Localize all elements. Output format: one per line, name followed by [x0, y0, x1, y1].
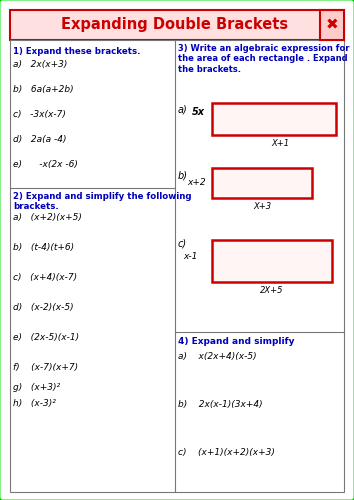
Bar: [212, 240, 332, 282]
Bar: [212, 168, 312, 198]
Text: h)   (x-3)²: h) (x-3)²: [13, 399, 56, 408]
Text: d)   (x-2)(x-5): d) (x-2)(x-5): [13, 303, 74, 312]
Text: a)   2x(x+3): a) 2x(x+3): [13, 60, 67, 69]
Text: c)    (x+1)(x+2)(x+3): c) (x+1)(x+2)(x+3): [178, 448, 275, 457]
Bar: [212, 103, 336, 135]
Text: 5x: 5x: [192, 107, 205, 117]
Text: g)   (x+3)²: g) (x+3)²: [13, 383, 60, 392]
Text: x+2: x+2: [187, 178, 206, 187]
Bar: [320, 10, 344, 40]
Text: 1) Expand these brackets.: 1) Expand these brackets.: [13, 47, 141, 56]
Text: c)   (x+4)(x-7): c) (x+4)(x-7): [13, 273, 77, 282]
Text: 3) Write an algebraic expression for
the area of each rectangle . Expand
the bra: 3) Write an algebraic expression for the…: [178, 44, 349, 74]
Text: 4) Expand and simplify: 4) Expand and simplify: [178, 337, 295, 346]
Text: b): b): [178, 170, 188, 180]
Text: e)   (2x-5)(x-1): e) (2x-5)(x-1): [13, 333, 79, 342]
Text: X+1: X+1: [271, 139, 289, 148]
Text: Expanding Double Brackets: Expanding Double Brackets: [62, 18, 289, 32]
Text: c): c): [178, 238, 187, 248]
Text: f)    (x-7)(x+7): f) (x-7)(x+7): [13, 363, 78, 372]
Text: a)   (x+2)(x+5): a) (x+2)(x+5): [13, 213, 82, 222]
Text: d)   2a(a -4): d) 2a(a -4): [13, 135, 67, 144]
Text: 2X+5: 2X+5: [260, 286, 284, 295]
Text: ✖: ✖: [326, 18, 338, 32]
Text: X+3: X+3: [253, 202, 271, 211]
Text: a)    x(2x+4)(x-5): a) x(2x+4)(x-5): [178, 352, 257, 361]
Text: 2) Expand and simplify the following
brackets.: 2) Expand and simplify the following bra…: [13, 192, 192, 212]
Bar: [10, 10, 344, 40]
Text: b)   6a(a+2b): b) 6a(a+2b): [13, 85, 74, 94]
Text: x-1: x-1: [183, 252, 198, 261]
Text: b)    2x(x-1)(3x+4): b) 2x(x-1)(3x+4): [178, 400, 263, 409]
Text: c)   -3x(x-7): c) -3x(x-7): [13, 110, 66, 119]
Text: e)      -x(2x -6): e) -x(2x -6): [13, 160, 78, 169]
Text: a): a): [178, 105, 188, 115]
Text: b)   (t-4)(t+6): b) (t-4)(t+6): [13, 243, 74, 252]
